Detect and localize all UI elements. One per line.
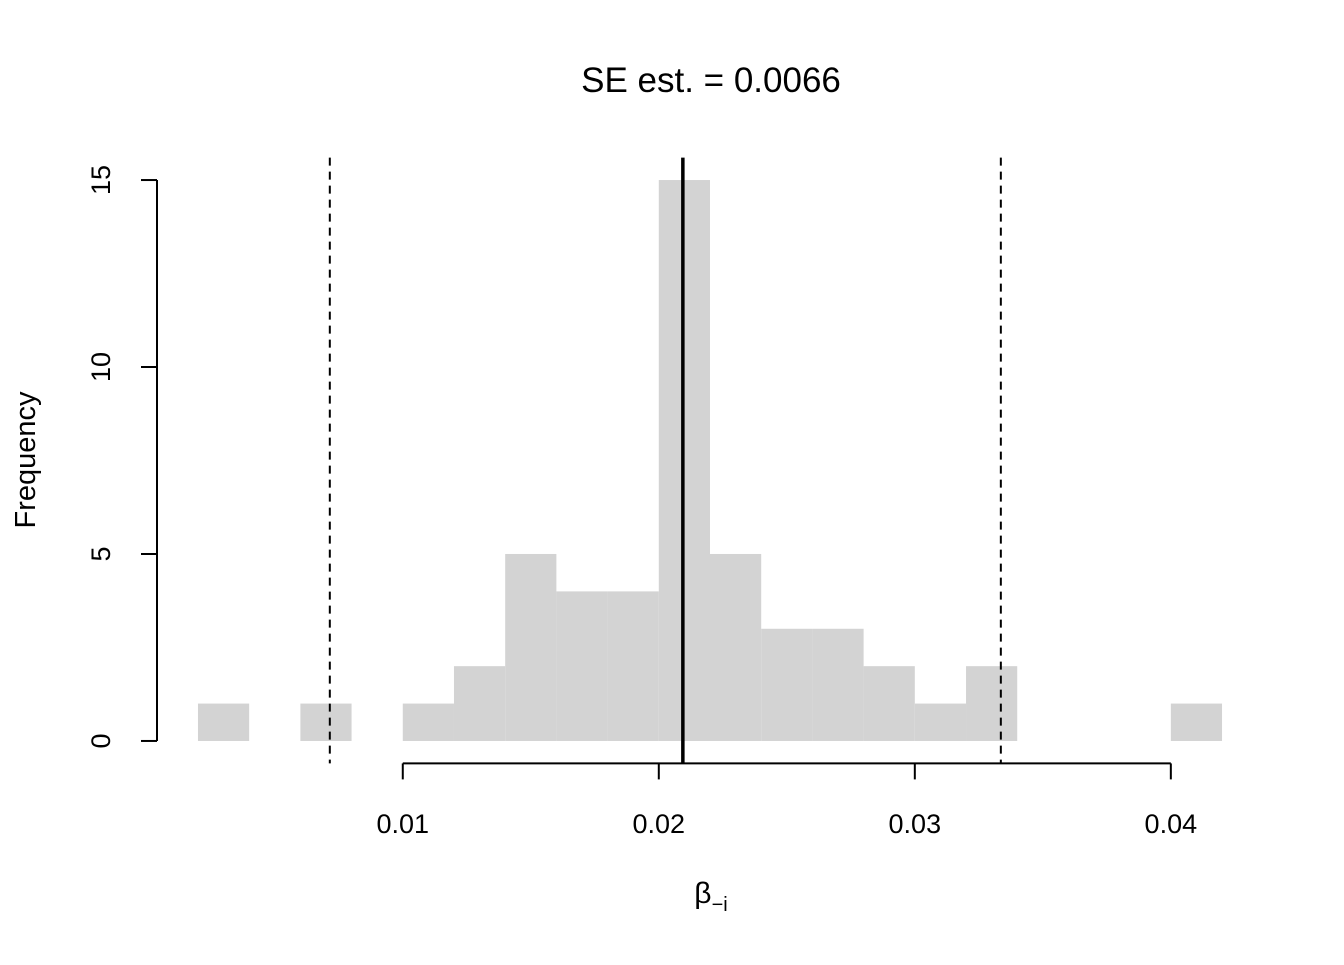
bar <box>761 628 813 741</box>
x-tick-label: 0.01 <box>376 809 429 839</box>
bar <box>607 591 659 741</box>
x-axis-label: β−i <box>694 877 727 916</box>
bar <box>1170 703 1223 741</box>
chart-title: SE est. = 0.0066 <box>581 61 841 100</box>
bar <box>710 553 762 741</box>
x-tick-label: 0.03 <box>889 809 942 839</box>
bar <box>402 703 454 741</box>
bar <box>453 666 506 741</box>
bar <box>300 703 352 741</box>
x-tick-label: 0.04 <box>1145 809 1198 839</box>
bar <box>505 553 557 741</box>
bar <box>914 703 967 741</box>
x-label-main: β <box>694 877 711 910</box>
y-tick-label: 0 <box>86 733 116 748</box>
bar <box>556 591 608 741</box>
x-label-subscript: −i <box>712 894 728 916</box>
bar <box>812 628 864 741</box>
bar <box>966 666 1018 741</box>
y-tick-label: 10 <box>86 352 116 382</box>
y-axis-label: Frequency <box>10 391 42 529</box>
bar <box>863 666 915 741</box>
x-tick-label: 0.02 <box>633 809 686 839</box>
y-tick-label: 15 <box>86 165 116 195</box>
bar <box>197 703 250 741</box>
y-tick-label: 5 <box>86 546 116 561</box>
